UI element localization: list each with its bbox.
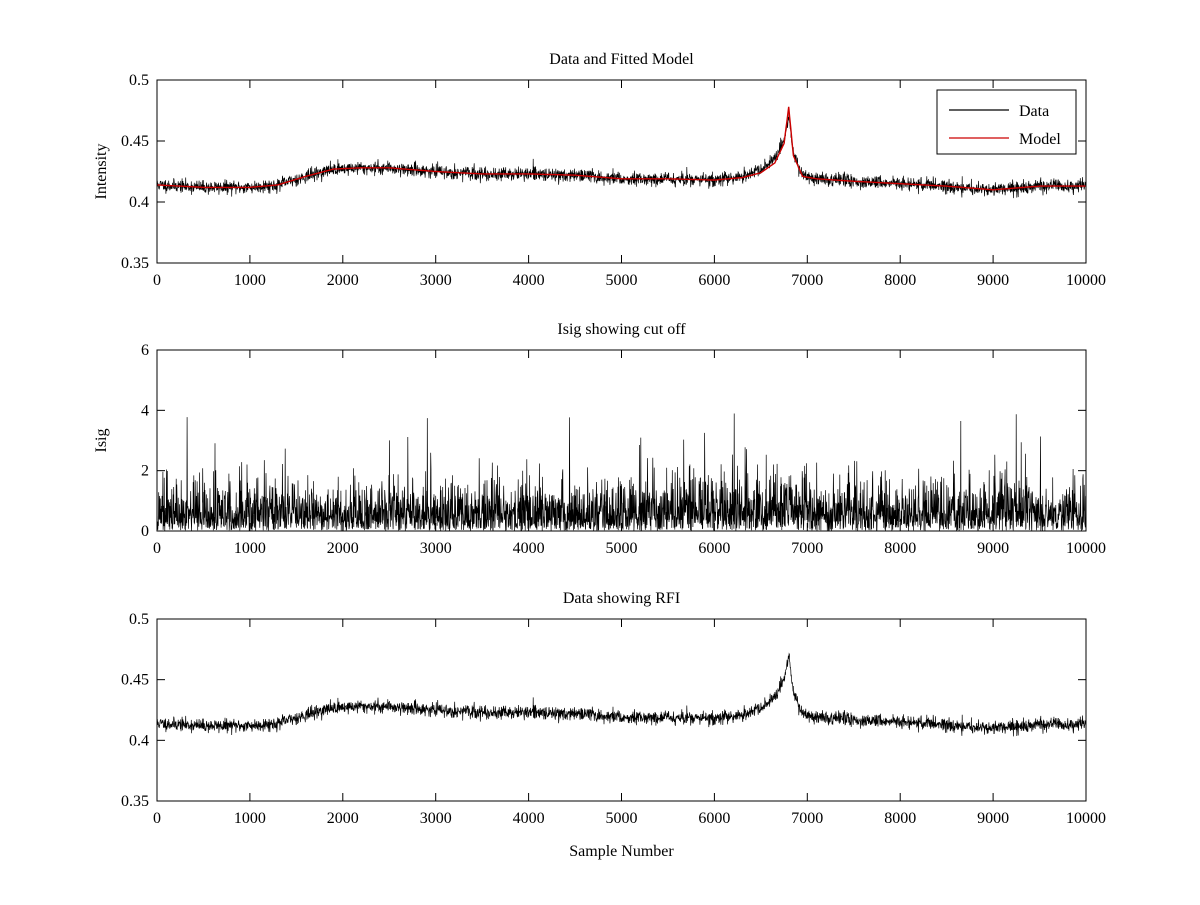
x-tick-label: 3000 [420, 272, 452, 289]
x-tick-label: 2000 [327, 272, 359, 289]
y-tick-label: 4 [141, 402, 149, 419]
x-tick-label: 4000 [513, 810, 545, 827]
y-tick-label: 0.4 [129, 732, 149, 749]
x-tick-label: 10000 [1066, 540, 1106, 557]
series-line-data [157, 113, 1086, 199]
y-tick-label: 0.5 [129, 611, 149, 628]
x-tick-label: 0 [153, 810, 161, 827]
y-axis-label: Isig [93, 429, 110, 453]
x-tick-label: 10000 [1066, 272, 1106, 289]
x-tick-label: 0 [153, 540, 161, 557]
plot-title: Isig showing cut off [557, 321, 686, 338]
x-tick-label: 3000 [420, 540, 452, 557]
x-tick-label: 8000 [884, 540, 916, 557]
y-tick-label: 0.5 [129, 72, 149, 89]
x-tick-label: 9000 [977, 272, 1009, 289]
x-tick-label: 6000 [698, 810, 730, 827]
x-tick-label: 6000 [698, 540, 730, 557]
x-tick-label: 5000 [606, 272, 638, 289]
x-axis-label: Sample Number [569, 843, 674, 860]
series-line-model [157, 106, 1086, 191]
legend: Data Model [936, 89, 1077, 155]
legend-label-model: Model [1019, 131, 1061, 148]
x-tick-label: 2000 [327, 810, 359, 827]
y-tick-label: 0.45 [121, 133, 149, 150]
series-line-data [157, 652, 1086, 737]
y-tick-label: 0 [141, 523, 149, 540]
x-tick-label: 1000 [234, 810, 266, 827]
plot-title: Data and Fitted Model [549, 51, 694, 68]
y-tick-label: 0.4 [129, 194, 149, 211]
y-tick-label: 2 [141, 463, 149, 480]
x-tick-label: 0 [153, 272, 161, 289]
x-tick-label: 5000 [606, 810, 638, 827]
legend-label-data: Data [1019, 103, 1049, 120]
x-tick-label: 5000 [606, 540, 638, 557]
y-axis-label: Intensity [93, 144, 110, 200]
x-tick-label: 7000 [791, 540, 823, 557]
x-tick-label: 7000 [791, 810, 823, 827]
x-tick-label: 2000 [327, 540, 359, 557]
x-tick-label: 8000 [884, 810, 916, 827]
x-tick-label: 4000 [513, 272, 545, 289]
legend-box [936, 89, 1077, 155]
x-tick-label: 1000 [234, 540, 266, 557]
x-tick-label: 7000 [791, 272, 823, 289]
series-line-isig [157, 413, 1086, 531]
x-tick-label: 9000 [977, 810, 1009, 827]
x-tick-label: 9000 [977, 540, 1009, 557]
subplot-1: 0 1000 2000 3000 4000 5000 6000 7000 8000 9000 100… [93, 51, 1106, 289]
y-tick-label: 0.35 [121, 255, 149, 272]
y-tick-label: 0.45 [121, 672, 149, 689]
x-tick-label: 8000 [884, 272, 916, 289]
axes-box [156, 618, 1087, 802]
y-tick-label: 0.35 [121, 793, 149, 810]
y-tick-label: 6 [141, 342, 149, 359]
x-tick-label: 1000 [234, 272, 266, 289]
subplot-2: 0 1000 2000 3000 4000 5000 6000 7000 8000 9000 100… [93, 321, 1106, 557]
x-tick-label: 3000 [420, 810, 452, 827]
x-tick-label: 10000 [1066, 810, 1106, 827]
x-tick-label: 6000 [698, 272, 730, 289]
subplot-3: 0 1000 2000 3000 4000 5000 6000 7000 8000 9000 100… [121, 590, 1106, 860]
x-tick-label: 4000 [513, 540, 545, 557]
plot-title: Data showing RFI [563, 590, 680, 607]
